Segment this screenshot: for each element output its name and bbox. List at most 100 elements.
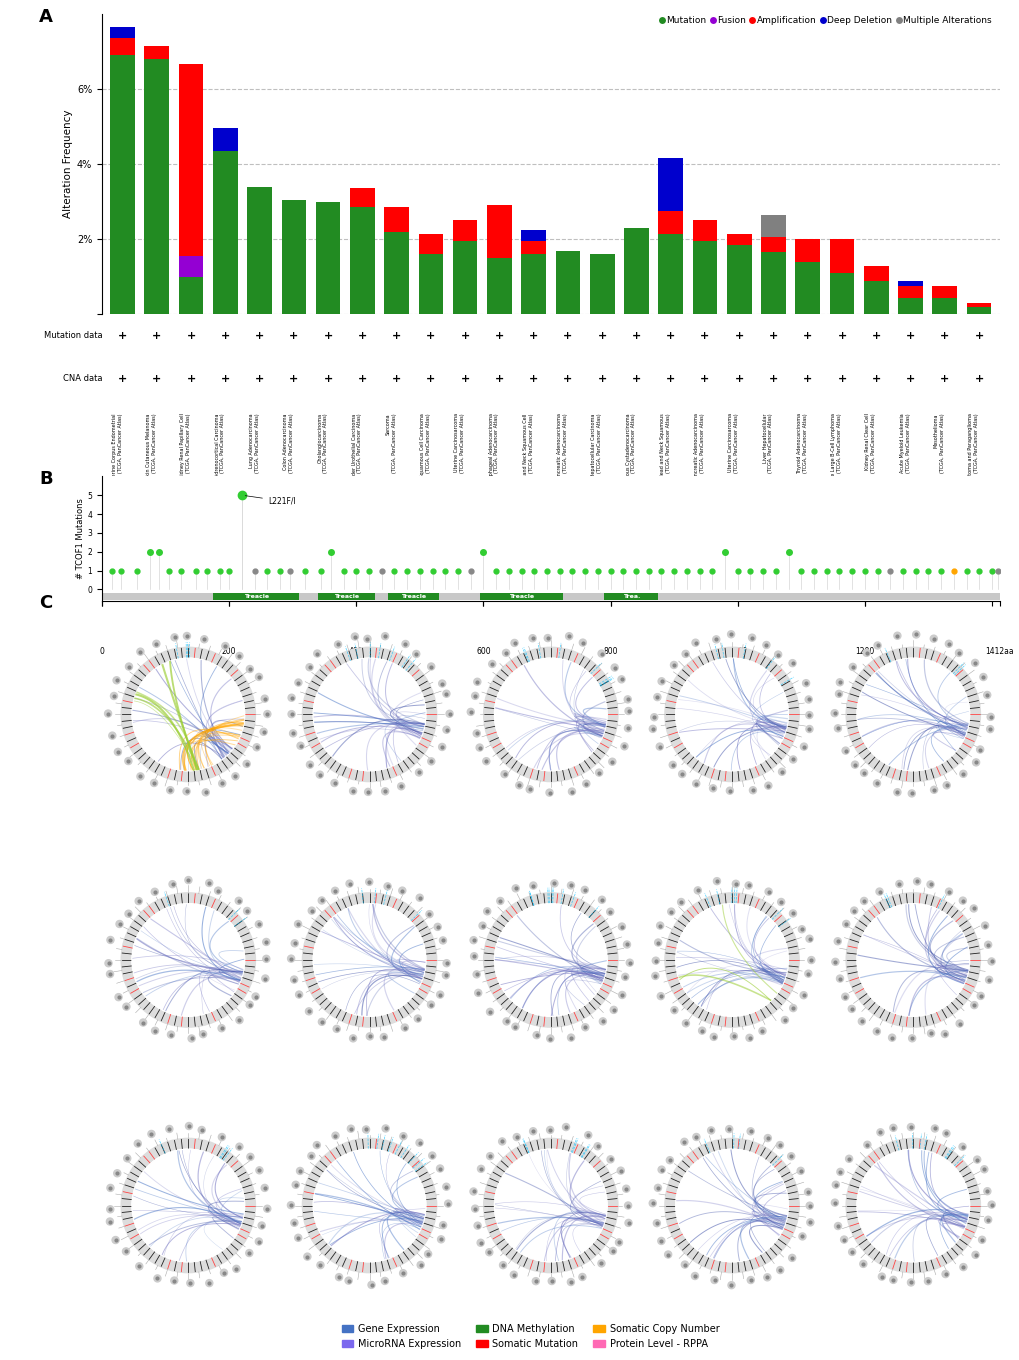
Circle shape xyxy=(512,1023,519,1031)
Text: +: + xyxy=(152,374,161,384)
Circle shape xyxy=(137,772,144,779)
Circle shape xyxy=(235,653,243,660)
Circle shape xyxy=(764,888,771,895)
Circle shape xyxy=(362,1126,369,1133)
Circle shape xyxy=(331,1132,338,1140)
Bar xyxy=(145,46,169,58)
Text: +: + xyxy=(562,330,572,341)
Circle shape xyxy=(182,787,190,794)
Bar xyxy=(760,253,785,314)
Circle shape xyxy=(789,910,796,917)
Circle shape xyxy=(597,650,604,657)
Text: Ovarian Serous Cystadenocarcinoma
(TCGA, PanCancer Atlas): Ovarian Serous Cystadenocarcinoma (TCGA,… xyxy=(625,413,636,505)
Circle shape xyxy=(959,1263,966,1270)
Circle shape xyxy=(789,756,796,763)
Text: Trea.: Trea. xyxy=(622,594,639,598)
Circle shape xyxy=(971,660,977,666)
Circle shape xyxy=(656,922,663,929)
Circle shape xyxy=(621,743,628,749)
Bar xyxy=(178,256,203,277)
Bar xyxy=(692,241,716,314)
Bar xyxy=(213,151,237,314)
Bar xyxy=(110,54,135,314)
Circle shape xyxy=(710,1277,717,1284)
Circle shape xyxy=(125,664,132,670)
Bar xyxy=(555,250,580,314)
Circle shape xyxy=(664,1138,799,1273)
Circle shape xyxy=(246,1001,253,1008)
Circle shape xyxy=(955,650,962,657)
Circle shape xyxy=(183,632,191,639)
Text: +: + xyxy=(597,330,606,341)
Circle shape xyxy=(220,1269,227,1276)
Bar xyxy=(247,186,272,314)
Circle shape xyxy=(264,710,271,718)
Circle shape xyxy=(926,881,933,888)
Circle shape xyxy=(842,747,848,755)
Text: A: A xyxy=(39,8,53,26)
Bar xyxy=(931,286,956,298)
Circle shape xyxy=(131,904,245,1016)
Circle shape xyxy=(294,679,302,685)
Circle shape xyxy=(109,732,116,738)
Circle shape xyxy=(888,1034,895,1042)
Circle shape xyxy=(261,695,268,702)
Circle shape xyxy=(499,1262,506,1269)
Circle shape xyxy=(698,1027,705,1034)
Circle shape xyxy=(474,1223,481,1229)
Circle shape xyxy=(486,1153,493,1160)
Text: +: + xyxy=(460,374,470,384)
Circle shape xyxy=(691,1273,698,1280)
Circle shape xyxy=(442,726,449,733)
Bar xyxy=(624,228,648,314)
Circle shape xyxy=(382,1125,389,1132)
Text: +: + xyxy=(358,330,367,341)
Circle shape xyxy=(830,1200,838,1206)
Circle shape xyxy=(651,972,658,979)
Circle shape xyxy=(154,1274,161,1282)
Circle shape xyxy=(776,899,784,906)
Circle shape xyxy=(529,883,536,889)
Circle shape xyxy=(651,957,658,964)
Circle shape xyxy=(692,781,699,787)
Circle shape xyxy=(317,1262,324,1269)
Circle shape xyxy=(653,694,660,700)
Bar xyxy=(863,265,888,280)
Bar xyxy=(318,593,375,600)
Circle shape xyxy=(331,887,338,895)
Circle shape xyxy=(313,1149,425,1262)
Circle shape xyxy=(664,1251,672,1258)
Circle shape xyxy=(366,1032,373,1040)
Circle shape xyxy=(982,691,989,699)
Circle shape xyxy=(836,1168,843,1175)
Circle shape xyxy=(255,1238,262,1244)
Circle shape xyxy=(849,664,856,670)
Circle shape xyxy=(345,880,353,887)
Circle shape xyxy=(316,771,323,778)
Circle shape xyxy=(986,714,994,721)
Circle shape xyxy=(929,786,936,793)
Circle shape xyxy=(255,921,262,928)
Circle shape xyxy=(972,759,978,766)
Circle shape xyxy=(728,1281,735,1289)
Circle shape xyxy=(476,744,483,751)
Circle shape xyxy=(584,1132,591,1138)
Text: LUSC: LUSC xyxy=(353,1193,385,1205)
Circle shape xyxy=(664,647,799,782)
Text: BLCA: BLCA xyxy=(353,702,385,714)
Circle shape xyxy=(297,743,304,749)
Circle shape xyxy=(727,631,734,638)
Circle shape xyxy=(473,971,480,978)
Circle shape xyxy=(131,658,245,771)
Circle shape xyxy=(798,1234,805,1240)
Circle shape xyxy=(437,1236,444,1243)
Circle shape xyxy=(302,647,436,782)
Circle shape xyxy=(545,789,552,796)
Text: +: + xyxy=(323,374,332,384)
Circle shape xyxy=(439,1221,446,1228)
Circle shape xyxy=(832,959,838,966)
Circle shape xyxy=(258,1223,265,1229)
Circle shape xyxy=(470,953,477,960)
Text: Bladder Urothelial Carcinoma
(TCGA, PanCancer Atlas): Bladder Urothelial Carcinoma (TCGA, PanC… xyxy=(352,413,362,486)
Circle shape xyxy=(764,782,771,789)
